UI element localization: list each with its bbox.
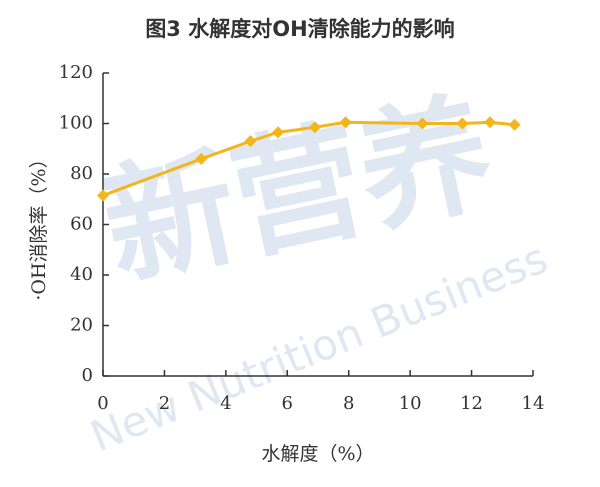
data-point <box>339 116 352 129</box>
x-axis-label: 水解度（%） <box>261 443 374 465</box>
data-point <box>272 126 285 139</box>
x-tick-label: 2 <box>159 393 170 414</box>
y-tick-label: 100 <box>59 113 93 134</box>
y-tick-label: 120 <box>59 62 93 83</box>
data-point <box>508 118 521 131</box>
y-tick-label: 0 <box>82 365 93 386</box>
chart-title: 图3 水解度对OH清除能力的影响 <box>145 17 454 41</box>
y-tick-label: 60 <box>70 214 93 235</box>
x-tick-label: 12 <box>460 393 483 414</box>
x-tick-label: 10 <box>399 393 422 414</box>
data-point <box>484 116 496 129</box>
y-tick-label: 20 <box>70 315 93 336</box>
x-tick-label: 0 <box>97 393 108 414</box>
data-line <box>102 120 515 197</box>
data-point <box>244 135 257 148</box>
y-tick-label: 40 <box>70 264 93 285</box>
data-point <box>97 189 109 202</box>
x-tick-label: 14 <box>522 393 545 414</box>
data-point <box>195 152 208 165</box>
data-point <box>456 117 469 130</box>
data-point <box>308 121 321 134</box>
x-tick-label: 4 <box>220 393 231 414</box>
y-tick-label: 80 <box>70 163 93 184</box>
data-point <box>416 117 429 130</box>
x-tick-label: 8 <box>343 393 354 414</box>
x-tick-label: 6 <box>282 393 293 414</box>
y-axis-label: ·OH消除率（%） <box>28 149 50 300</box>
